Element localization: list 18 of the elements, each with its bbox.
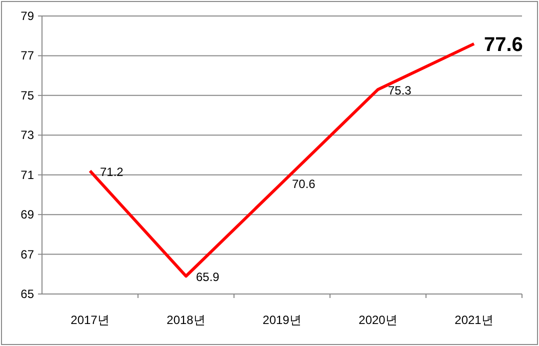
data-label: 77.6 bbox=[484, 34, 523, 56]
x-tick-label: 2019년 bbox=[262, 313, 302, 327]
data-label: 75.3 bbox=[388, 83, 412, 98]
y-tick-label: 65 bbox=[20, 287, 34, 301]
y-tick-label: 77 bbox=[20, 48, 34, 63]
x-tick-label: 2021년 bbox=[454, 313, 494, 327]
y-tick-label: 75 bbox=[20, 88, 34, 102]
y-tick-label: 69 bbox=[20, 208, 34, 222]
y-tick-label: 73 bbox=[20, 128, 34, 142]
y-tick-label: 79 bbox=[20, 9, 34, 23]
x-tick-label: 2020년 bbox=[358, 313, 398, 327]
x-tick-label: 2017년 bbox=[70, 313, 110, 327]
x-tick-label: 2018년 bbox=[166, 313, 206, 327]
y-tick-label: 67 bbox=[20, 247, 34, 262]
data-label: 71.2 bbox=[100, 164, 124, 179]
data-label: 70.6 bbox=[292, 176, 316, 191]
data-label: 65.9 bbox=[196, 270, 220, 284]
y-tick-label: 71 bbox=[20, 168, 34, 182]
